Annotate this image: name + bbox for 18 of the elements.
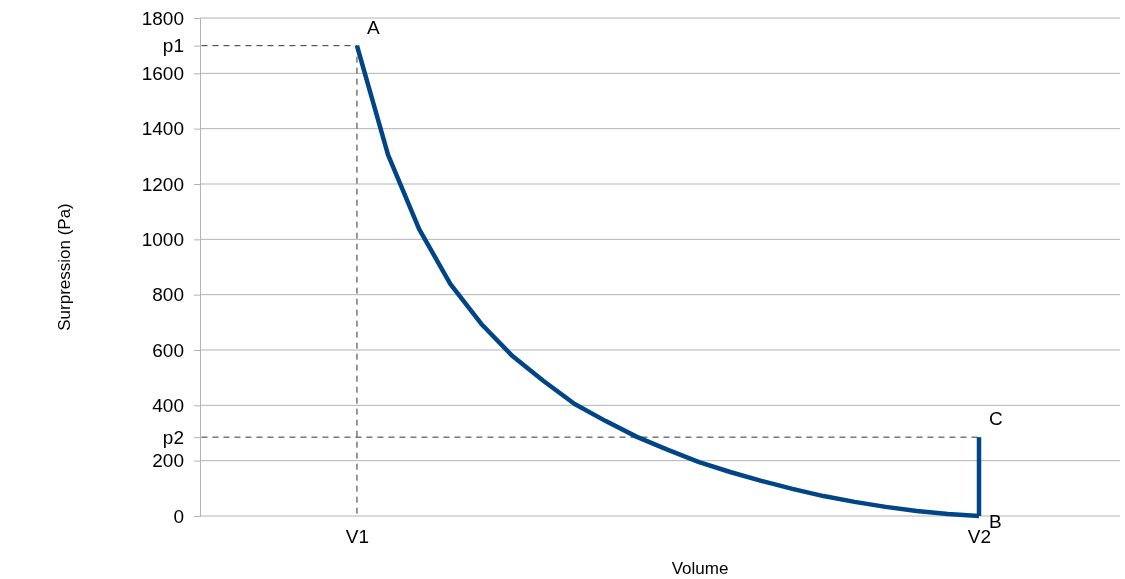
y-tick-label: 1400 — [141, 118, 184, 140]
y-tick-label: 1200 — [141, 173, 184, 195]
annotation: B — [989, 511, 1002, 532]
annotation: C — [989, 408, 1003, 430]
y-tick-label: 200 — [152, 450, 184, 472]
y-tick-label: 800 — [152, 284, 184, 306]
y-axis-title: Surpression (Pa) — [55, 203, 74, 331]
y-tick-label: 0 — [173, 505, 184, 527]
x-axis-title: Volume — [671, 559, 729, 578]
annotation: A — [366, 16, 380, 38]
x-tick-label: V1 — [345, 526, 370, 548]
y-tick-label: 400 — [152, 394, 184, 416]
y-tick-label: 1600 — [141, 62, 184, 84]
y-tick-label: 1800 — [141, 7, 184, 29]
y-tick-label: p1 — [162, 35, 184, 57]
y-tick-label: p2 — [162, 426, 184, 448]
y-tick-label: 600 — [152, 339, 184, 361]
y-tick-label: 1000 — [141, 228, 184, 250]
